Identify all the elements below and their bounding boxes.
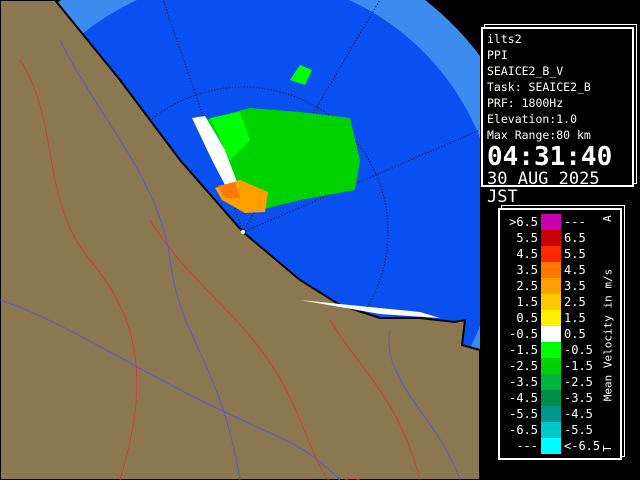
legend-high-label: -3.5 (564, 391, 593, 405)
legend-row: 2.5 3.5 (500, 278, 620, 294)
legend-title: Mean Velocity in m/s (601, 268, 615, 402)
echo-orange-dark (218, 182, 240, 198)
radar-ppi-map[interactable] (0, 0, 480, 480)
legend-high-label: 5.5 (564, 247, 586, 261)
legend-row: 4.5 5.5 (500, 246, 620, 262)
legend-color-swatch (541, 326, 561, 342)
legend-color-swatch (541, 438, 561, 454)
land-area (0, 0, 480, 480)
scan-type: PPI (487, 48, 508, 62)
legend-high-label: -2.5 (564, 375, 593, 389)
legend-row: -3.5 -2.5 (500, 374, 620, 390)
legend-color-swatch (541, 390, 561, 406)
legend-color-swatch (541, 214, 561, 230)
task-name: Task: SEAICE2_B (487, 80, 591, 94)
prf-value: PRF: 1800Hz (487, 96, 564, 110)
product-name: SEAICE2_B_V (487, 64, 564, 78)
legend-high-label: 2.5 (564, 295, 586, 309)
legend-row: -2.5 -1.5 (500, 358, 620, 374)
legend-color-swatch (541, 294, 561, 310)
legend-low-label: 3.5 (516, 263, 538, 277)
echo-green-light (210, 112, 250, 160)
legend-bottom-mark: T (600, 445, 614, 452)
legend-low-label: -5.5 (509, 407, 538, 421)
legend-color-swatch (541, 422, 561, 438)
legend-color-swatch (541, 406, 561, 422)
legend-row: 5.5 6.5 (500, 230, 620, 246)
velocity-echoes (192, 65, 440, 318)
legend-low-label: -4.5 (509, 391, 538, 405)
scan-time: 04:31:40 (487, 142, 613, 172)
legend-color-swatch (541, 358, 561, 374)
legend-color-swatch (541, 278, 561, 294)
legend-row: >6.5 --- (500, 214, 620, 230)
legend-high-label: 0.5 (564, 327, 586, 341)
elevation-value: Elevation:1.0 (487, 112, 578, 126)
legend-low-label: -6.5 (509, 423, 538, 437)
legend-row: -4.5 -3.5 (500, 390, 620, 406)
legend-high-label: 4.5 (564, 263, 586, 277)
legend-color-swatch (541, 262, 561, 278)
legend-color-swatch (541, 230, 561, 246)
radar-name: ilts2 (487, 32, 522, 46)
legend-low-label: 4.5 (516, 247, 538, 261)
echo-white (192, 116, 240, 190)
legend-low-label: 2.5 (516, 279, 538, 293)
radar-site-marker (241, 230, 245, 234)
legend-high-label: 3.5 (564, 279, 586, 293)
legend-row: 0.5 1.5 (500, 310, 620, 326)
legend-high-label: 6.5 (564, 231, 586, 245)
legend-low-label: -2.5 (509, 359, 538, 373)
legend-color-swatch (541, 246, 561, 262)
legend-low-label: >6.5 (509, 215, 538, 229)
scan-date: 30 AUG 2025 JST (487, 169, 600, 207)
legend-row: 3.5 4.5 (500, 262, 620, 278)
legend-high-label: -5.5 (564, 423, 593, 437)
legend-row: -6.5 -5.5 (500, 422, 620, 438)
legend-row: -1.5 -0.5 (500, 342, 620, 358)
legend-high-label: -0.5 (564, 343, 593, 357)
scan-info-panel: ilts2 PPI SEAICE2_B_V Task: SEAICE2_B PR… (481, 27, 634, 206)
legend-high-label: -1.5 (564, 359, 593, 373)
legend-low-label: 1.5 (516, 295, 538, 309)
legend-color-swatch (541, 342, 561, 358)
legend-color-swatch (541, 374, 561, 390)
range-ring (97, 86, 389, 378)
max-range-value: Max Range:80 km (487, 128, 591, 142)
legend-row: -0.5 0.5 (500, 326, 620, 342)
legend-low-label: -3.5 (509, 375, 538, 389)
legend-low-label: 5.5 (516, 231, 538, 245)
legend-color-swatch (541, 310, 561, 326)
echo-far-green (290, 65, 312, 85)
legend-row: 1.5 2.5 (500, 294, 620, 310)
legend-low-label: 0.5 (516, 311, 538, 325)
legend-high-label: -4.5 (564, 407, 593, 421)
legend-top-mark: A (600, 215, 614, 222)
legend-low-label: -1.5 (509, 343, 538, 357)
legend-high-label: 1.5 (564, 311, 586, 325)
legend-row: --- <-6.5 (500, 438, 620, 454)
legend-high-label: <-6.5 (564, 439, 601, 453)
velocity-legend: >6.5 --- 5.5 6.5 4.5 5.5 3.5 4.5 2.5 3.5 1.5 2.5 0.5… (498, 208, 622, 460)
legend-low-label: --- (516, 439, 538, 453)
legend-low-label: -0.5 (509, 327, 538, 341)
legend-row: -5.5 -4.5 (500, 406, 620, 422)
rivers-and-borders (0, 39, 461, 480)
echo-white-coast (300, 300, 440, 318)
legend-high-label: --- (564, 215, 586, 229)
